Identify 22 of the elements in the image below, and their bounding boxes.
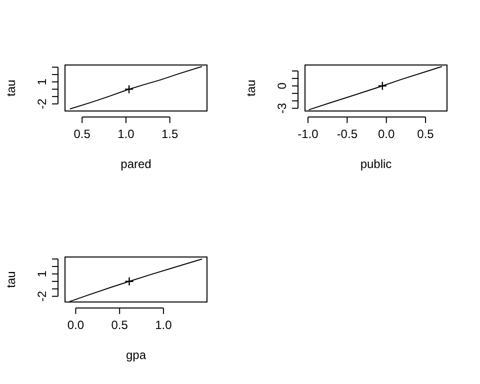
y-tick-label: -3 [275, 102, 289, 114]
x-tick-label: 0.0 [67, 318, 84, 332]
x-tick-label: 1.5 [161, 127, 178, 141]
x-tick-label: 1.0 [118, 127, 135, 141]
y-tick-label: 1 [35, 78, 49, 86]
y-axis-title: tau [244, 80, 258, 96]
x-tick-label: -0.5 [336, 127, 358, 141]
x-tick-label: 0.5 [111, 318, 128, 332]
y-axis-title: tau [4, 80, 18, 96]
x-axis-title: public [360, 157, 392, 171]
x-tick-label: 0.5 [74, 127, 91, 141]
x-tick-label: 0.0 [378, 127, 396, 141]
x-tick-label: 1.0 [155, 318, 172, 332]
y-tick-label: -2 [35, 98, 49, 110]
x-axis-title: pared [120, 157, 152, 171]
x-axis-title: gpa [126, 348, 146, 362]
y-axis-title: tau [4, 271, 18, 288]
y-tick-label: -2 [35, 290, 49, 302]
y-tick-label: 1 [35, 270, 49, 278]
y-tick-label: 0 [275, 82, 289, 90]
x-tick-label: 0.5 [417, 127, 434, 141]
x-tick-label: -1.0 [298, 127, 319, 141]
